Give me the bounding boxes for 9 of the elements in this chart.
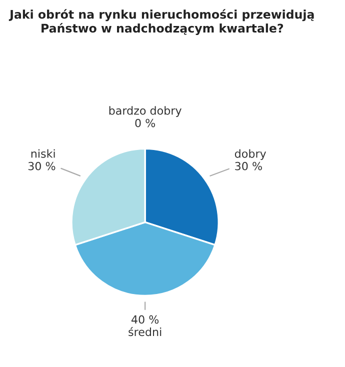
text: 0 % <box>135 118 156 128</box>
category-label: bardzo dobry <box>109 106 182 117</box>
chart-title: Jaki obrót na rynku nieruchomości przewidują Państwo w nadchodzącym kwartale? <box>8 9 314 36</box>
slice-label: dobry <box>234 149 266 160</box>
slice-label: niski <box>31 149 55 158</box>
data-label: 30 % <box>28 162 56 170</box>
data-label: 30 % <box>235 162 262 170</box>
data-label: 40 % <box>132 315 159 324</box>
slice-label: średni <box>128 327 162 336</box>
